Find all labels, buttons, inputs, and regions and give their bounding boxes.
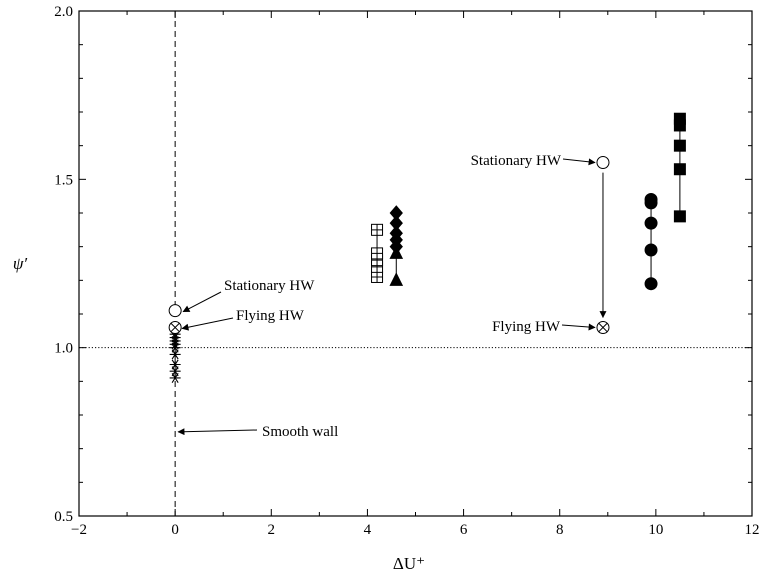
series-triangle-filled (389, 245, 404, 286)
annotation-label: Stationary HW (471, 153, 562, 169)
series-square-filled (673, 112, 686, 223)
y-tick-label: 1.0 (54, 341, 73, 357)
data-point (169, 359, 181, 370)
data-point (644, 277, 658, 291)
data-point (389, 215, 403, 231)
series-diamond-filled (389, 205, 403, 255)
x-tick-label: 12 (745, 522, 760, 538)
series-circle-filled (644, 193, 658, 291)
x-tick-label: 2 (268, 522, 276, 538)
annotation-arrow (182, 291, 222, 313)
y-tick-label: 2.0 (54, 4, 73, 20)
series-circle-cross-open (168, 320, 182, 334)
y-tick-label: 1.5 (54, 172, 73, 188)
annotation-arrow (181, 317, 234, 331)
data-point (673, 112, 686, 125)
annotation-arrow (561, 323, 596, 331)
x-tick-label: 10 (648, 522, 663, 538)
data-point (673, 163, 686, 176)
data-point (389, 205, 403, 221)
reference-lines (79, 11, 752, 516)
data-point (673, 210, 686, 223)
annotation-label: Flying HW (492, 319, 561, 335)
data-point-plus (371, 271, 383, 283)
series-circle-open (596, 156, 610, 169)
y-tick-label: 0.5 (54, 509, 73, 525)
data-point (644, 193, 658, 207)
x-tick-label: −2 (71, 522, 87, 538)
data-point (673, 139, 686, 152)
annotation-label: Flying HW (236, 308, 305, 324)
x-tick-label: 0 (171, 522, 179, 538)
data-series (168, 112, 686, 383)
data-point (596, 156, 610, 169)
annotation-arrow (562, 158, 596, 166)
series-circle-cross-open (596, 320, 610, 334)
data-point-plus (371, 247, 383, 259)
series-square-open-plus (371, 223, 384, 283)
series-circle-open (168, 304, 182, 318)
data-point (644, 243, 658, 257)
y-axis-title: ψ′ (13, 254, 28, 273)
data-point (389, 272, 404, 286)
data-point (168, 304, 182, 318)
annotations: Stationary HW Flying HW Smooth wall Station… (177, 153, 607, 440)
data-point (389, 225, 403, 241)
data-point-cross (170, 322, 180, 333)
annotation-arrow (177, 428, 258, 436)
x-tick-label: 6 (460, 522, 468, 538)
x-tick-label: 4 (364, 522, 372, 538)
series-asterisk-none (169, 329, 181, 383)
x-tick-label: 8 (556, 522, 564, 538)
data-point (644, 216, 658, 230)
x-axis-title: ΔU⁺ (393, 554, 425, 573)
annotation-label: Smooth wall (262, 424, 338, 440)
data-point-plus (371, 224, 383, 236)
axis-labels: ΔU⁺ ψ′ (13, 254, 425, 573)
axis-ticks: −2 0 2 4 6 8 10 12 0.5 1.0 1.5 2.0 (54, 4, 759, 538)
data-point-cross (598, 322, 608, 333)
annotation-label: Stationary HW (224, 278, 315, 294)
